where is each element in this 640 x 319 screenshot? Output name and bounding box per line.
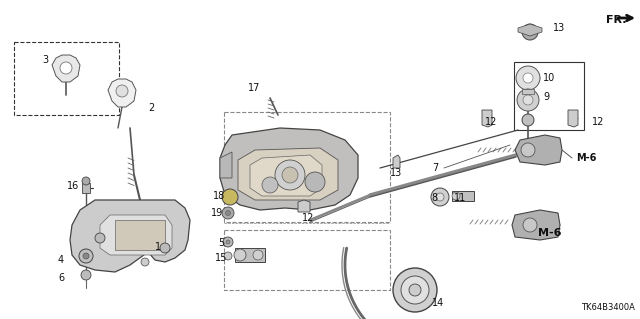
Bar — [522, 89, 534, 94]
Text: 13: 13 — [553, 23, 565, 33]
Polygon shape — [70, 200, 190, 272]
Text: 5: 5 — [218, 238, 224, 248]
Text: 15: 15 — [215, 253, 227, 263]
Text: 2: 2 — [148, 103, 154, 113]
Text: 10: 10 — [543, 73, 556, 83]
Circle shape — [82, 177, 90, 185]
Circle shape — [226, 240, 230, 244]
Bar — [452, 191, 474, 201]
Circle shape — [79, 249, 93, 263]
Polygon shape — [393, 155, 400, 168]
Text: FR.: FR. — [606, 15, 627, 25]
Text: 1: 1 — [155, 242, 161, 252]
Circle shape — [521, 143, 535, 157]
Polygon shape — [52, 55, 80, 82]
Circle shape — [282, 167, 298, 183]
Text: 7: 7 — [432, 163, 438, 173]
Polygon shape — [568, 110, 578, 127]
Circle shape — [305, 172, 325, 192]
Text: 6: 6 — [58, 273, 64, 283]
Polygon shape — [220, 152, 232, 178]
Circle shape — [160, 243, 170, 253]
Circle shape — [436, 193, 444, 201]
Text: 12: 12 — [485, 117, 497, 127]
Bar — [14, 42, 119, 115]
Circle shape — [522, 114, 534, 126]
Text: 8: 8 — [431, 193, 437, 203]
Text: 16: 16 — [67, 181, 79, 191]
Circle shape — [401, 276, 429, 304]
Polygon shape — [512, 210, 560, 240]
Circle shape — [452, 192, 460, 200]
Text: 9: 9 — [543, 92, 549, 102]
Text: 12: 12 — [592, 117, 604, 127]
Text: 19: 19 — [211, 208, 223, 218]
Circle shape — [116, 85, 128, 97]
Circle shape — [224, 252, 232, 260]
Circle shape — [517, 89, 539, 111]
Circle shape — [409, 284, 421, 296]
Circle shape — [223, 237, 233, 247]
Text: M-6: M-6 — [538, 228, 562, 238]
Circle shape — [222, 189, 238, 205]
Polygon shape — [482, 110, 492, 127]
Text: 13: 13 — [390, 168, 403, 178]
Polygon shape — [238, 148, 338, 200]
Circle shape — [95, 233, 105, 243]
Polygon shape — [298, 200, 310, 212]
Circle shape — [522, 24, 538, 40]
Polygon shape — [250, 155, 322, 196]
Bar — [235, 248, 265, 262]
Circle shape — [83, 253, 89, 259]
Text: 4: 4 — [58, 255, 64, 265]
Circle shape — [523, 73, 533, 83]
Circle shape — [393, 268, 437, 312]
Circle shape — [523, 95, 533, 105]
Text: 14: 14 — [432, 298, 444, 308]
Bar — [224, 230, 390, 290]
Circle shape — [141, 258, 149, 266]
Bar — [224, 112, 390, 222]
Circle shape — [60, 62, 72, 74]
Text: 11: 11 — [454, 193, 467, 203]
Circle shape — [523, 218, 537, 232]
Circle shape — [431, 188, 449, 206]
Text: 17: 17 — [248, 83, 260, 93]
Circle shape — [81, 270, 91, 280]
Polygon shape — [518, 24, 542, 36]
Polygon shape — [220, 128, 358, 210]
Text: 18: 18 — [213, 191, 225, 201]
Circle shape — [262, 177, 278, 193]
Text: 12: 12 — [302, 213, 314, 223]
Polygon shape — [515, 135, 562, 165]
Bar — [82, 183, 90, 193]
Circle shape — [275, 160, 305, 190]
Polygon shape — [108, 79, 136, 107]
Polygon shape — [100, 215, 172, 255]
Bar — [514, 62, 584, 130]
Circle shape — [516, 66, 540, 90]
Text: TK64B3400A: TK64B3400A — [581, 303, 635, 313]
Circle shape — [253, 250, 263, 260]
Circle shape — [234, 249, 246, 261]
Circle shape — [225, 211, 230, 216]
Text: M-6: M-6 — [576, 153, 596, 163]
Circle shape — [222, 207, 234, 219]
Text: 3: 3 — [42, 55, 48, 65]
Bar — [115, 220, 165, 250]
